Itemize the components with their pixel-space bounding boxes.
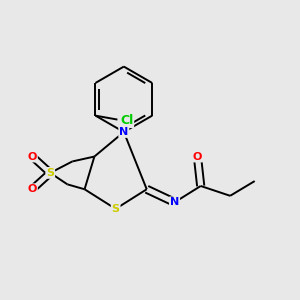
Text: N: N (170, 197, 179, 207)
Text: O: O (193, 152, 202, 161)
Text: O: O (28, 184, 37, 194)
Text: S: S (112, 204, 120, 214)
Text: Cl: Cl (120, 114, 133, 127)
Text: N: N (119, 127, 128, 137)
Text: O: O (28, 152, 37, 161)
Text: S: S (46, 168, 54, 178)
